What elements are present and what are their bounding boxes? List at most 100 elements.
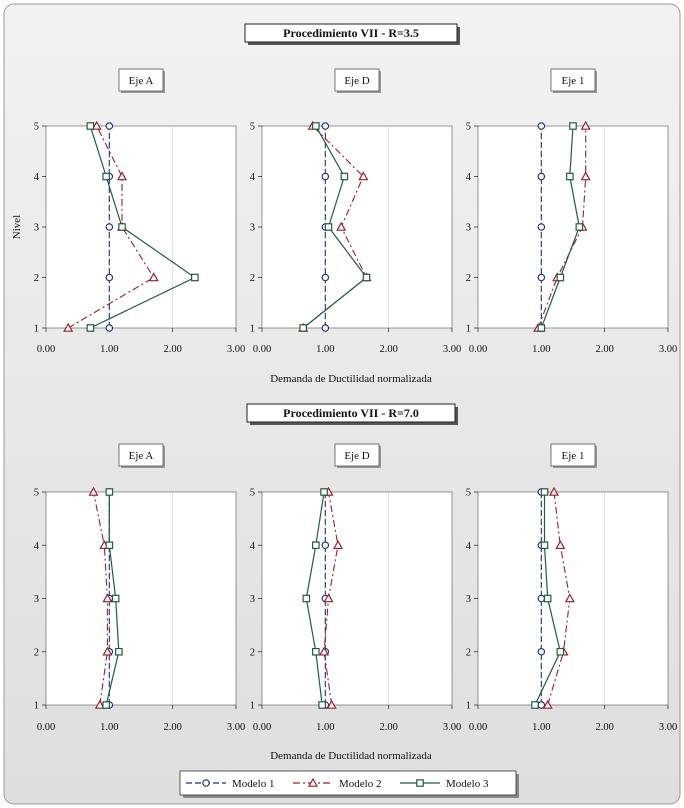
data-point-modelo-3 [532,702,538,708]
y-tick-label: 4 [250,541,256,552]
data-point-modelo-3 [103,173,109,179]
y-tick-label: 5 [466,488,471,499]
y-tick-label: 5 [250,122,255,133]
x-tick-label: 3.00 [227,344,245,355]
x-tick-label: 1.00 [100,722,118,733]
data-point-modelo-3 [192,274,198,280]
data-point-modelo-1 [106,325,112,331]
y-tick-label: 1 [466,324,471,335]
data-point-modelo-3 [538,325,544,331]
x-axis-label: Demanda de Ductilidad normalizada [270,373,432,385]
data-point-modelo-1 [106,274,112,280]
data-point-modelo-3 [87,123,93,129]
data-point-modelo-1 [538,595,544,601]
y-tick-label: 1 [250,324,255,335]
data-point-modelo-3 [300,325,306,331]
data-point-modelo-3 [319,702,325,708]
y-tick-label: 2 [34,647,39,658]
y-tick-label: 5 [34,122,39,133]
y-tick-label: 5 [34,488,39,499]
section-title: Procedimiento VII - R=7.0 [283,406,419,420]
y-tick-label: 1 [250,701,255,712]
y-tick-label: 5 [466,122,471,133]
x-tick-label: 0.00 [37,722,55,733]
x-axis-label: Demanda de Ductilidad normalizada [270,750,432,762]
x-tick-label: 0.00 [469,344,487,355]
x-tick-label: 1.00 [316,344,334,355]
y-tick-label: 2 [250,273,255,284]
plot-area [262,492,452,705]
x-tick-label: 2.00 [163,722,181,733]
data-point-modelo-1 [322,325,328,331]
data-point-modelo-3 [303,595,309,601]
y-tick-label: 4 [34,541,40,552]
data-point-modelo-3 [106,542,112,548]
data-point-modelo-1 [322,542,328,548]
data-point-modelo-1 [106,123,112,129]
x-tick-label: 2.00 [163,344,181,355]
y-tick-label: 4 [34,172,40,183]
data-point-modelo-1 [322,274,328,280]
data-point-modelo-3 [112,595,118,601]
data-point-modelo-3 [325,224,331,230]
data-point-modelo-3 [541,542,547,548]
y-tick-label: 2 [466,647,471,658]
x-tick-label: 2.00 [595,344,613,355]
plot-area [46,126,236,328]
x-tick-label: 3.00 [659,344,677,355]
y-tick-label: 2 [34,273,39,284]
data-point-modelo-1 [538,173,544,179]
data-point-modelo-3 [119,224,125,230]
data-point-modelo-3 [557,649,563,655]
x-tick-label: 1.00 [532,344,550,355]
x-tick-label: 3.00 [659,722,677,733]
data-point-modelo-3 [116,649,122,655]
x-tick-label: 3.00 [227,722,245,733]
legend-marker-modelo-3 [417,780,423,786]
y-axis-label: Nivel [11,215,23,239]
x-tick-label: 2.00 [595,722,613,733]
y-tick-label: 1 [466,701,471,712]
plot-area [262,126,452,328]
y-tick-label: 3 [34,594,39,605]
x-tick-label: 1.00 [316,722,334,733]
data-point-modelo-3 [313,123,319,129]
data-point-modelo-3 [363,274,369,280]
data-point-modelo-3 [576,224,582,230]
y-tick-label: 3 [466,594,471,605]
y-tick-label: 3 [250,223,255,234]
y-tick-label: 4 [250,172,256,183]
data-point-modelo-1 [322,123,328,129]
panel-title: Eje D [344,450,369,462]
data-point-modelo-1 [538,224,544,230]
x-tick-label: 1.00 [532,722,550,733]
x-tick-label: 0.00 [253,722,271,733]
data-point-modelo-3 [313,542,319,548]
data-point-modelo-3 [541,489,547,495]
y-tick-label: 4 [466,172,472,183]
legend-label-modelo-2: Modelo 2 [339,778,381,790]
data-point-modelo-3 [341,173,347,179]
data-point-modelo-3 [313,649,319,655]
y-tick-label: 3 [466,223,471,234]
panel-title: Eje 1 [562,75,585,87]
panel-title: Eje D [344,75,369,87]
legend-marker-modelo-1 [203,780,209,786]
y-tick-label: 3 [34,223,39,234]
data-point-modelo-3 [544,595,550,601]
plot-area [46,492,236,705]
x-tick-label: 2.00 [379,722,397,733]
section-title: Procedimiento VII - R=3.5 [283,26,419,40]
x-tick-label: 0.00 [253,344,271,355]
y-tick-label: 4 [466,541,472,552]
data-point-modelo-3 [557,274,563,280]
data-point-modelo-1 [106,224,112,230]
y-tick-label: 2 [466,273,471,284]
data-point-modelo-3 [567,173,573,179]
data-point-modelo-3 [106,489,112,495]
x-tick-label: 3.00 [443,722,461,733]
x-tick-label: 1.00 [100,344,118,355]
y-tick-label: 2 [250,647,255,658]
legend-label-modelo-1: Modelo 1 [232,778,274,790]
y-tick-label: 1 [34,701,39,712]
